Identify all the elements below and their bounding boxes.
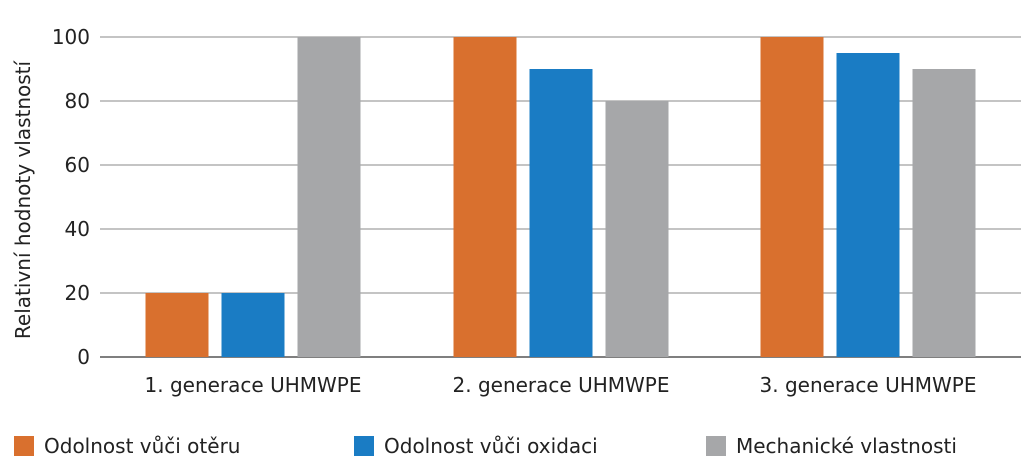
legend-swatch <box>706 436 726 456</box>
category-label: 1. generace UHMWPE <box>145 373 362 397</box>
bars <box>145 37 976 357</box>
y-tick-label: 100 <box>52 25 90 49</box>
legend: Odolnost vůči otěru Odolnost vůči oxidaci… <box>14 430 1014 462</box>
bar <box>145 293 209 357</box>
legend-swatch <box>354 436 374 456</box>
bar <box>529 69 593 357</box>
legend-item: Odolnost vůči otěru <box>14 430 240 462</box>
y-tick-label: 60 <box>65 153 90 177</box>
bar <box>221 293 285 357</box>
bar <box>297 37 361 357</box>
legend-label: Mechanické vlastnosti <box>736 434 957 458</box>
y-axis-label: Relativní hodnoty vlastností <box>11 59 35 339</box>
category-label: 3. generace UHMWPE <box>760 373 977 397</box>
bar <box>836 53 900 357</box>
legend-item: Odolnost vůči oxidaci <box>354 430 598 462</box>
bar <box>760 37 824 357</box>
bar <box>912 69 976 357</box>
bar <box>453 37 517 357</box>
legend-swatch <box>14 436 34 456</box>
bar-chart: 0 20 40 60 80 100 1. generace UHMWPE 2. genera… <box>11 25 1021 397</box>
legend-label: Odolnost vůči oxidaci <box>384 434 598 458</box>
y-tick-label: 80 <box>65 89 90 113</box>
legend-item: Mechanické vlastnosti <box>706 430 957 462</box>
bar <box>605 101 669 357</box>
category-label: 2. generace UHMWPE <box>453 373 670 397</box>
y-tick-label: 20 <box>65 281 90 305</box>
category-labels: 1. generace UHMWPE 2. generace UHMWPE 3. g… <box>145 373 977 397</box>
legend-label: Odolnost vůči otěru <box>44 434 241 458</box>
y-tick-labels: 0 20 40 60 80 100 <box>52 25 90 369</box>
y-tick-label: 40 <box>65 217 90 241</box>
y-tick-label: 0 <box>77 345 90 369</box>
